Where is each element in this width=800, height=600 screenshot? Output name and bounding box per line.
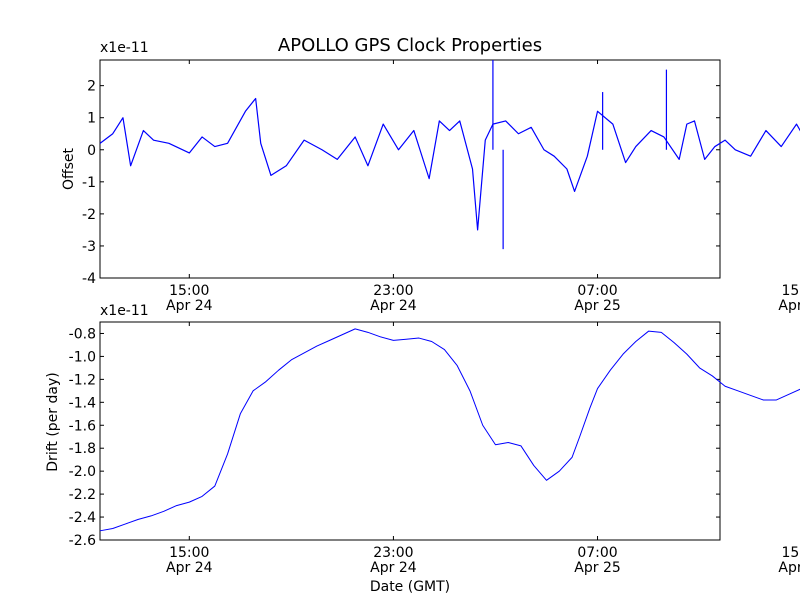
drift-x-tick-time-0: 15:00 (169, 545, 209, 561)
offset-y-tick-label-3: -1 (82, 175, 96, 191)
offset-x-tick-time-3: 15:00 (781, 283, 800, 299)
offset-y-tick-label-1: -3 (82, 239, 96, 255)
offset-x-tick-date-3: Apr 25 (778, 298, 800, 314)
drift-y-tick-label-9: -0.8 (69, 326, 96, 342)
drift-exponent-label: x1e-11 (100, 303, 149, 319)
drift-x-tick-date-2: Apr 25 (574, 560, 620, 576)
drift-x-tick-time-3: 15:00 (781, 545, 800, 561)
offset-y-axis-label: Offset (61, 147, 77, 190)
drift-y-tick-label-2: -2.2 (69, 487, 96, 503)
drift-x-tick-time-2: 07:00 (577, 545, 617, 561)
drift-y-ticks: -2.6 -2.4 -2.2 -2.0 -1.8 -1.6 -1.4 -1.2 -1.0 -0.8 (69, 326, 720, 549)
offset-x-tick-date-2: Apr 25 (574, 298, 620, 314)
drift-panel: x1e-11 Drift (per day) Date (GMT) -2.6-2… (45, 303, 800, 595)
offset-y-tick-label-5: 1 (87, 111, 96, 127)
offset-x-tick-time-0: 15:00 (169, 283, 209, 299)
drift-y-tick-label-4: -1.8 (69, 441, 96, 457)
offset-y-tick-label-0: -4 (82, 271, 96, 287)
offset-plot-frame (99, 59, 721, 279)
drift-y-tick-label-0: -2.6 (69, 533, 96, 549)
offset-series (99, 60, 800, 250)
drift-y-tick-label-8: -1.0 (69, 349, 96, 365)
offset-y-ticks: -4 -3 -2 -1 0 1 2 (82, 79, 720, 287)
drift-x-tick-time-1: 23:00 (373, 545, 413, 561)
drift-x-axis-label: Date (GMT) (370, 579, 450, 595)
offset-y-tick-label-2: -2 (82, 207, 96, 223)
drift-y-tick-label-3: -2.0 (69, 464, 96, 480)
drift-y-tick-label-5: -1.6 (69, 418, 96, 434)
drift-y-tick-label-1: -2.4 (69, 510, 96, 526)
drift-series-line (99, 328, 800, 532)
offset-x-tick-date-1: Apr 24 (370, 298, 417, 314)
figure-title: APOLLO GPS Clock Properties (278, 35, 542, 56)
drift-x-tick-date-3: Apr 25 (778, 560, 800, 576)
offset-x-tick-time-2: 07:00 (577, 283, 617, 299)
drift-plot-frame (99, 321, 721, 541)
drift-y-tick-label-6: -1.4 (69, 395, 96, 411)
offset-y-tick-label-4: 0 (87, 143, 96, 159)
offset-series-line (99, 97, 800, 231)
drift-y-tick-label-7: -1.2 (69, 372, 96, 388)
offset-x-tick-date-0: Apr 24 (166, 298, 213, 314)
drift-x-tick-date-0: Apr 24 (166, 560, 213, 576)
drift-x-tick-date-1: Apr 24 (370, 560, 417, 576)
drift-y-axis-label: Drift (per day) (45, 372, 61, 471)
drift-series (99, 328, 800, 532)
offset-exponent-label: x1e-11 (100, 40, 149, 56)
offset-x-tick-time-1: 23:00 (373, 283, 413, 299)
offset-y-tick-label-6: 2 (87, 79, 96, 95)
